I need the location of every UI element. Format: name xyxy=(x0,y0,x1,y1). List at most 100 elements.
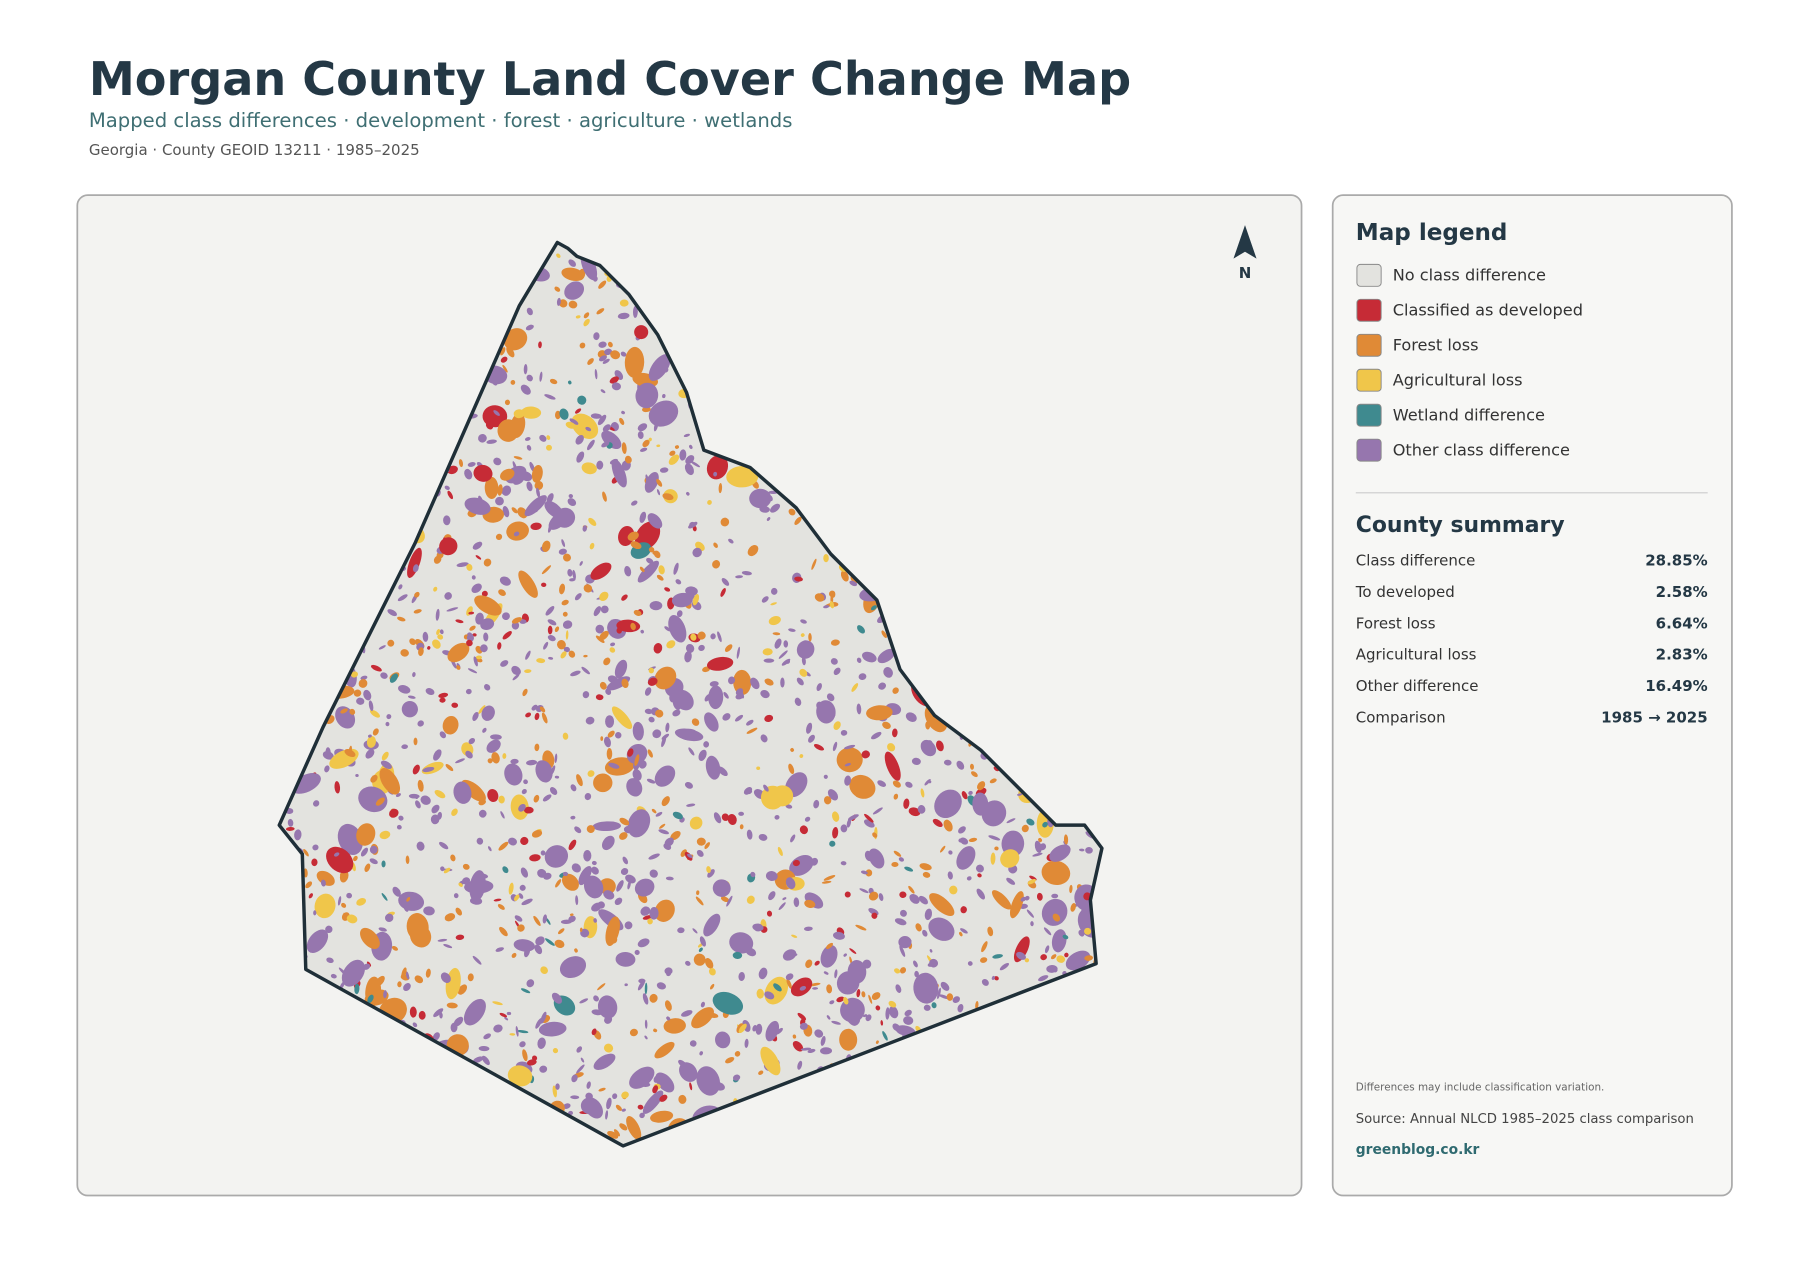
source: Source: Annual NLCD 1985–2025 class comp… xyxy=(1356,1112,1694,1127)
patch xyxy=(1084,927,1092,935)
patch xyxy=(388,999,396,1005)
patch xyxy=(664,626,671,632)
patch xyxy=(703,913,721,937)
patch xyxy=(416,841,425,851)
patch xyxy=(367,994,374,1003)
patch xyxy=(407,547,422,578)
patch xyxy=(833,667,841,676)
patch xyxy=(844,891,851,898)
patch xyxy=(580,928,590,938)
patch xyxy=(561,539,566,547)
summary-value: 6.64% xyxy=(1656,614,1708,632)
patch xyxy=(898,857,905,862)
patch xyxy=(927,780,932,784)
patch xyxy=(849,774,876,799)
patch xyxy=(786,978,792,989)
patch xyxy=(811,558,817,570)
patch xyxy=(1038,975,1049,982)
patch xyxy=(756,988,764,999)
patch xyxy=(840,861,847,866)
patch xyxy=(520,988,531,994)
patch xyxy=(472,633,477,637)
patch xyxy=(583,654,588,658)
patch xyxy=(433,555,442,564)
patch xyxy=(535,936,545,946)
patch xyxy=(649,869,658,878)
patch xyxy=(413,737,418,746)
patch xyxy=(417,779,424,792)
patch xyxy=(575,434,584,445)
patch xyxy=(632,769,642,781)
patch xyxy=(526,481,533,492)
patch xyxy=(569,418,579,425)
patch xyxy=(599,630,609,641)
patch xyxy=(520,406,542,419)
patch xyxy=(534,480,544,490)
patch xyxy=(994,976,999,981)
patch xyxy=(500,356,508,363)
patch xyxy=(498,589,506,597)
patch xyxy=(326,846,354,874)
patch xyxy=(500,660,509,667)
patch xyxy=(285,826,295,831)
patch xyxy=(511,507,518,514)
patch xyxy=(670,830,681,841)
patch xyxy=(647,749,653,758)
patch xyxy=(492,381,498,386)
patch xyxy=(542,794,552,802)
patch xyxy=(871,992,881,1001)
patch xyxy=(412,672,416,678)
patch xyxy=(943,819,953,832)
patch xyxy=(755,1023,763,1035)
patch xyxy=(823,774,828,779)
patch xyxy=(651,808,657,814)
patch xyxy=(1069,884,1073,894)
patch xyxy=(562,732,569,740)
patch xyxy=(1006,877,1016,885)
patch xyxy=(600,736,604,741)
patch xyxy=(568,259,576,267)
patch xyxy=(732,951,743,960)
patch xyxy=(639,1112,645,1119)
patch xyxy=(481,590,488,597)
patch xyxy=(705,755,721,780)
patch xyxy=(557,639,566,650)
patch xyxy=(409,1006,417,1018)
patch xyxy=(744,1038,749,1048)
patch xyxy=(763,658,775,663)
summary-label: Comparison xyxy=(1356,708,1446,726)
patch xyxy=(571,413,599,439)
patch xyxy=(729,932,754,954)
patch xyxy=(808,734,815,743)
patch xyxy=(602,491,607,502)
patch xyxy=(920,739,937,757)
patch xyxy=(691,1007,714,1029)
patch xyxy=(432,639,441,649)
patch xyxy=(604,757,635,776)
summary-label: Other difference xyxy=(1356,677,1479,695)
patch xyxy=(557,928,565,935)
patch xyxy=(698,947,703,952)
subtitle: Mapped class differences · development ·… xyxy=(89,109,793,132)
patch xyxy=(686,803,696,807)
patch xyxy=(666,640,676,649)
north-label: N xyxy=(1239,264,1252,282)
patch xyxy=(665,722,670,733)
patch xyxy=(922,929,928,937)
patch xyxy=(598,341,607,348)
patch xyxy=(612,1093,618,1100)
patch xyxy=(517,1029,529,1034)
patch xyxy=(826,1015,831,1020)
patch xyxy=(793,897,800,908)
patch xyxy=(605,715,615,728)
patch xyxy=(836,747,863,773)
patch xyxy=(958,826,966,834)
patch xyxy=(506,521,529,541)
patch xyxy=(976,888,985,900)
patch xyxy=(805,959,813,968)
patch xyxy=(624,455,632,464)
meta: Georgia · County GEOID 13211 · 1985–2025 xyxy=(89,141,420,159)
patch xyxy=(713,812,722,824)
patch xyxy=(440,866,445,872)
